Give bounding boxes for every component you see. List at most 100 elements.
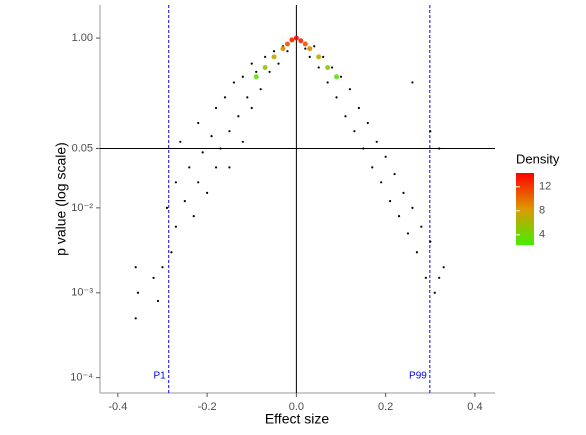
point	[192, 214, 195, 218]
point	[241, 75, 244, 78]
point	[134, 266, 137, 269]
density-point	[271, 54, 277, 60]
percentile-label: P1	[154, 371, 167, 382]
point	[380, 181, 383, 184]
point	[156, 299, 160, 303]
point	[389, 200, 392, 203]
density-point	[302, 41, 308, 47]
point	[170, 251, 173, 254]
point	[228, 130, 231, 133]
point	[136, 291, 140, 294]
point	[264, 55, 267, 58]
point	[255, 70, 258, 73]
point	[317, 66, 320, 69]
point	[214, 106, 218, 110]
colorbar	[516, 173, 534, 245]
point	[402, 191, 405, 195]
density-point	[316, 54, 322, 60]
density-point	[334, 74, 340, 80]
y-tick-label: 0.05	[72, 142, 93, 154]
point	[250, 62, 253, 65]
point	[335, 96, 338, 99]
point	[429, 240, 432, 243]
point	[330, 66, 334, 69]
y-tick-label: 10⁻²	[71, 202, 93, 214]
point	[384, 155, 387, 158]
point	[411, 81, 414, 84]
point	[165, 206, 169, 209]
point	[353, 130, 356, 133]
x-tick-label: -0.2	[198, 401, 217, 413]
point	[393, 172, 396, 176]
point	[246, 96, 249, 99]
point	[210, 135, 213, 138]
point	[259, 88, 262, 91]
x-tick-label: 0.2	[378, 401, 393, 413]
point	[397, 214, 401, 218]
point	[161, 266, 164, 269]
x-axis-title: Effect size	[265, 411, 330, 427]
point	[174, 181, 177, 184]
point	[375, 140, 378, 143]
point	[348, 88, 352, 91]
point	[438, 147, 441, 150]
point	[197, 121, 200, 125]
x-tick-label: 0.4	[467, 401, 482, 413]
point	[206, 191, 209, 195]
point	[268, 70, 271, 73]
point	[357, 106, 360, 110]
y-axis-title: p value (log scale)	[53, 142, 69, 256]
density-point	[298, 38, 304, 44]
point	[272, 50, 276, 53]
point	[232, 81, 235, 84]
point	[438, 276, 441, 279]
point	[152, 276, 155, 279]
point	[326, 81, 329, 84]
point	[322, 55, 325, 58]
density-point	[325, 64, 331, 70]
point	[219, 147, 222, 150]
point	[429, 130, 432, 133]
x-tick-label: -0.4	[108, 401, 127, 413]
point	[442, 266, 445, 269]
point	[415, 251, 418, 254]
point	[304, 47, 307, 50]
point	[188, 166, 191, 169]
point	[201, 151, 204, 154]
point	[344, 115, 347, 118]
density-point	[284, 41, 290, 47]
x-tick-label: 0.0	[289, 401, 304, 413]
point	[237, 115, 240, 118]
point	[366, 121, 369, 125]
point	[313, 45, 316, 48]
point	[241, 140, 244, 143]
point	[277, 62, 280, 65]
point	[362, 147, 365, 150]
density-point	[280, 46, 286, 52]
point	[223, 96, 227, 99]
point	[179, 140, 182, 143]
point	[411, 206, 414, 209]
colorbar-label: 8	[539, 205, 545, 217]
point	[308, 55, 311, 58]
legend-title: Density	[516, 151, 560, 166]
point	[286, 50, 289, 53]
point	[214, 166, 218, 169]
point	[174, 225, 177, 228]
point	[228, 166, 231, 169]
colorbar-label: 4	[539, 229, 545, 241]
density-point	[289, 37, 295, 43]
percentile-label: P99	[409, 371, 427, 382]
density-point	[262, 64, 268, 70]
colorbar-label: 12	[539, 181, 551, 193]
point	[424, 276, 427, 279]
point	[433, 291, 436, 294]
point	[420, 225, 423, 228]
point	[197, 181, 200, 184]
y-tick-label: 10⁻⁴	[70, 372, 93, 384]
y-tick-label: 10⁻³	[71, 287, 93, 299]
density-point	[307, 46, 313, 52]
y-tick-label: 1.00	[72, 32, 93, 44]
point	[250, 106, 253, 110]
